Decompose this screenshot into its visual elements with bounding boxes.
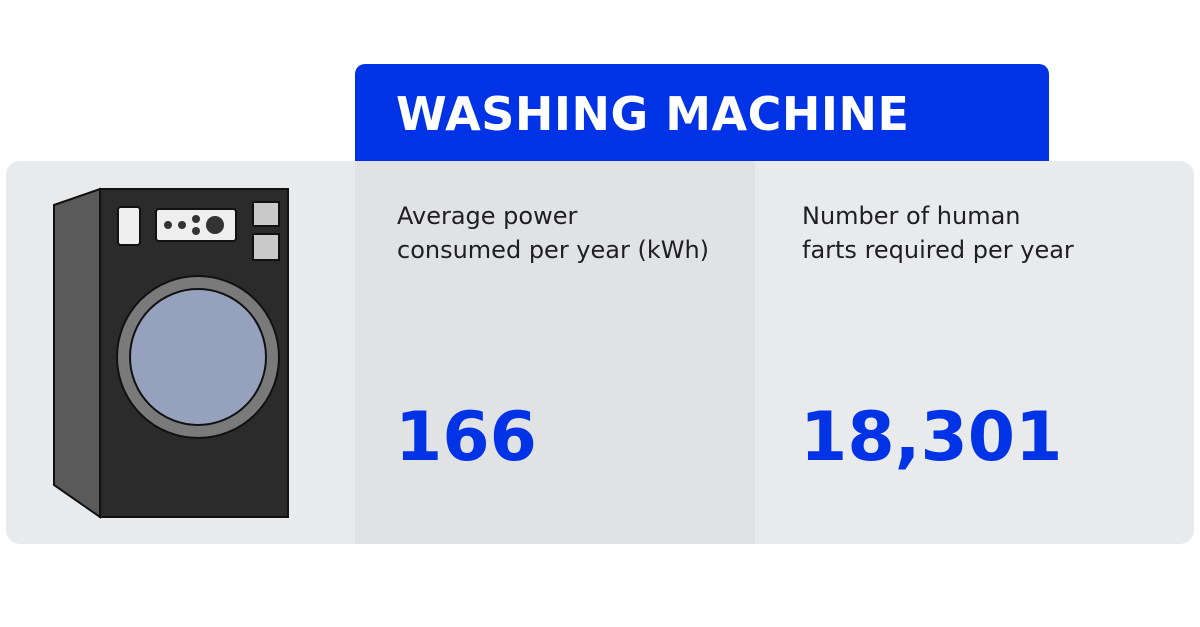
machine-dot xyxy=(178,221,186,229)
machine-panel-square xyxy=(252,233,280,261)
farts-label-line2: farts required per year xyxy=(802,236,1074,264)
power-label: Average power consumed per year (kWh) xyxy=(397,199,709,267)
farts-value: 18,301 xyxy=(800,398,1063,477)
machine-panel-square xyxy=(252,201,280,227)
machine-dot xyxy=(192,215,200,223)
title-tab: WASHING MACHINE xyxy=(355,64,1049,161)
washing-machine-icon xyxy=(53,187,289,519)
page-title: WASHING MACHINE xyxy=(396,87,910,141)
power-value: 166 xyxy=(395,398,537,477)
machine-button-left xyxy=(117,206,141,246)
farts-label: Number of human farts required per year xyxy=(802,199,1074,267)
machine-door-glass xyxy=(129,288,267,426)
machine-dial xyxy=(206,216,224,234)
machine-dot xyxy=(164,221,172,229)
farts-label-line1: Number of human xyxy=(802,202,1021,230)
power-label-line2: consumed per year (kWh) xyxy=(397,236,710,264)
power-column xyxy=(355,161,755,544)
machine-side xyxy=(53,187,101,519)
machine-dot xyxy=(192,227,200,235)
power-label-line1: Average power xyxy=(397,202,578,230)
